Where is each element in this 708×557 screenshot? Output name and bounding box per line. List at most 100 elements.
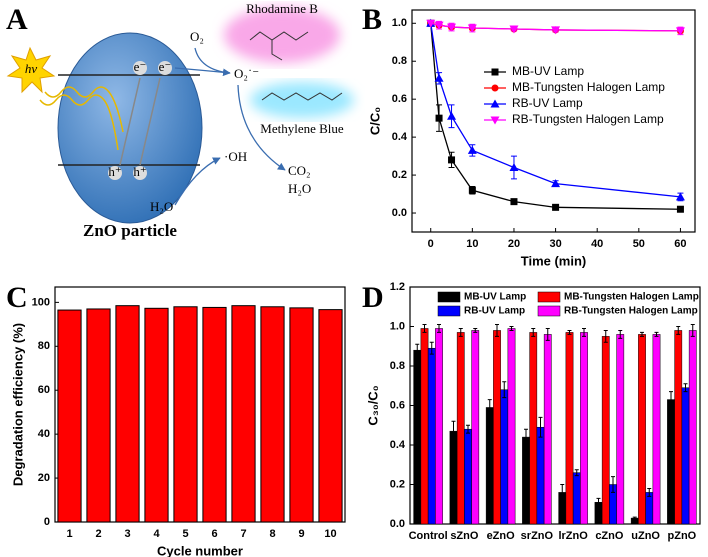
arrow bbox=[237, 84, 286, 171]
dye-glow bbox=[250, 82, 354, 118]
excitation-arrow bbox=[119, 77, 141, 166]
x-tick-label: 7 bbox=[240, 528, 246, 540]
x-tick-label: 20 bbox=[508, 238, 520, 250]
error-bar bbox=[690, 324, 695, 337]
error-bar bbox=[495, 324, 499, 337]
x-tick-label: uZnO bbox=[631, 530, 660, 542]
marker bbox=[509, 25, 519, 34]
marker bbox=[552, 203, 560, 211]
plot-frame bbox=[411, 9, 696, 233]
error-bar bbox=[545, 327, 550, 341]
x-tick-label: 6 bbox=[211, 528, 217, 540]
y-tick-label: 1.0 bbox=[390, 320, 405, 332]
light-star bbox=[6, 46, 56, 94]
plot-frame bbox=[54, 286, 346, 523]
light-wave bbox=[44, 86, 124, 133]
marker bbox=[676, 205, 684, 213]
y-tick-label: 40 bbox=[38, 428, 50, 440]
bar bbox=[681, 387, 690, 525]
particle-label: ZnO particle bbox=[83, 221, 177, 240]
molecule bbox=[249, 31, 309, 61]
bar bbox=[638, 334, 646, 525]
error-bar bbox=[654, 331, 659, 337]
marker bbox=[490, 116, 500, 125]
marker bbox=[467, 24, 477, 33]
y-tick-label: 0.8 bbox=[390, 360, 405, 372]
bar bbox=[645, 492, 654, 525]
marker bbox=[435, 114, 443, 122]
excitation-arrow bbox=[139, 77, 161, 166]
bar bbox=[688, 330, 697, 525]
hole bbox=[133, 166, 147, 180]
marker bbox=[675, 192, 685, 201]
x-tick-label: 10 bbox=[324, 528, 336, 540]
x-tick-label: 5 bbox=[182, 528, 188, 540]
bar bbox=[427, 347, 436, 525]
superoxide-label: O₂˙⁻ bbox=[234, 66, 259, 81]
dye-label: Methylene Blue bbox=[260, 121, 344, 136]
error-bar bbox=[451, 420, 456, 442]
error-bar bbox=[618, 329, 623, 339]
bar bbox=[435, 328, 443, 525]
bar bbox=[144, 307, 169, 523]
bar bbox=[616, 334, 625, 525]
error-bar bbox=[611, 476, 615, 493]
diagram: hv e⁻ e⁻ h⁺ h⁺ O₂ O₂˙⁻ ·OH H₂O CO₂ H₂O Z… bbox=[6, 1, 354, 240]
bar bbox=[289, 307, 314, 523]
legend-label: RB-UV Lamp bbox=[464, 306, 525, 317]
hole bbox=[108, 166, 122, 180]
bar bbox=[57, 309, 82, 523]
x-tick-label: 30 bbox=[549, 238, 561, 250]
molecule bbox=[261, 92, 343, 101]
marker bbox=[675, 27, 685, 36]
y-tick-label: 0.4 bbox=[390, 439, 406, 451]
y-tick-label: 100 bbox=[32, 296, 50, 308]
legend-label: RB-Tungsten Halogen Lamp bbox=[512, 112, 664, 126]
water-out-label: H₂O bbox=[288, 181, 311, 196]
marker bbox=[490, 99, 500, 108]
hole-label: h⁺ bbox=[133, 164, 146, 179]
marker bbox=[426, 19, 436, 28]
error-bar bbox=[582, 327, 586, 337]
panel-label: B bbox=[362, 3, 382, 36]
legend-label: MB-UV Lamp bbox=[464, 292, 526, 303]
legend-label: MB-UV Lamp bbox=[512, 64, 584, 78]
o2-label: O₂ bbox=[190, 29, 204, 44]
electron-label: e⁻ bbox=[159, 59, 172, 74]
x-tick-label: lrZnO bbox=[558, 530, 588, 542]
error-bar bbox=[429, 341, 434, 355]
error-bar bbox=[538, 416, 543, 438]
electron bbox=[158, 61, 172, 75]
x-axis-label: Cycle number bbox=[157, 543, 243, 557]
legend-swatch bbox=[537, 305, 561, 317]
bar bbox=[536, 426, 545, 525]
bar bbox=[464, 428, 472, 525]
bar bbox=[522, 436, 530, 525]
bar bbox=[456, 332, 465, 525]
y-tick-label: 0.2 bbox=[390, 478, 405, 490]
error-bar bbox=[473, 327, 478, 333]
bar bbox=[260, 306, 285, 523]
bar bbox=[601, 336, 610, 525]
marker bbox=[434, 73, 444, 82]
error-bar bbox=[567, 329, 572, 335]
arrow bbox=[174, 67, 231, 74]
dye-glow bbox=[224, 7, 340, 63]
error-bar bbox=[560, 484, 565, 501]
error-bar bbox=[531, 327, 536, 337]
error-bar bbox=[502, 381, 507, 399]
error-bar bbox=[647, 487, 652, 497]
y-tick-label: 0.0 bbox=[390, 518, 405, 530]
panel-label: C bbox=[6, 281, 28, 314]
error-bar bbox=[437, 324, 441, 333]
marker bbox=[447, 23, 457, 32]
y-tick-label: 1.2 bbox=[390, 281, 405, 293]
light-label: hv bbox=[25, 61, 38, 76]
x-axis-label: Time (min) bbox=[521, 253, 587, 268]
light-wave bbox=[39, 94, 119, 151]
bar bbox=[507, 328, 516, 525]
legend-label: MB-Tungsten Halogen Lamp bbox=[512, 80, 665, 94]
bar bbox=[500, 389, 509, 525]
marker bbox=[510, 198, 518, 206]
x-tick-label: 4 bbox=[153, 528, 160, 540]
